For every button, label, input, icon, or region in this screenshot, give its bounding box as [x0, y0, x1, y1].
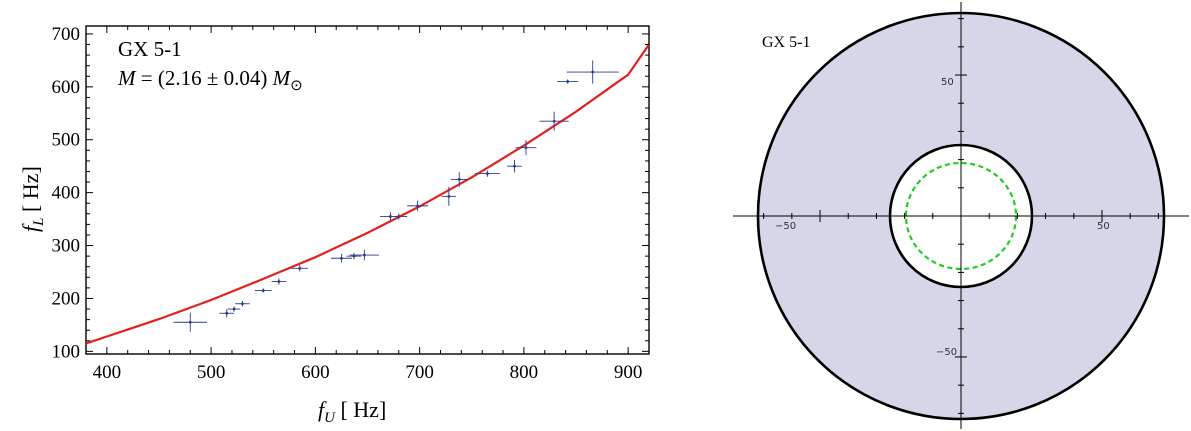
y-axis-label: fL [ Hz]	[18, 166, 47, 232]
data-point	[331, 254, 352, 263]
data-points	[173, 60, 619, 332]
data-point	[450, 172, 468, 187]
mass-value: = (2.16 ± 0.04)	[136, 66, 273, 90]
data-point	[441, 186, 457, 206]
left-chart: 400 500 600 700 800 900 100 200 300 400 500 600 700…	[18, 24, 650, 426]
data-point	[539, 111, 569, 131]
x-tick-label: 400	[93, 362, 122, 383]
y-tick-label: 700	[52, 24, 81, 45]
right-diagram: −50 50 50 −50 GX 5-1	[733, 2, 1189, 429]
y-tick-label: 300	[52, 236, 81, 257]
data-point	[566, 60, 619, 84]
y-axis-unit: [ Hz]	[18, 166, 43, 217]
data-point	[349, 249, 379, 261]
x-tick-label: 600	[301, 362, 330, 383]
data-point	[219, 309, 235, 318]
data-point	[227, 306, 241, 312]
y-tick-label: 400	[52, 183, 81, 204]
annotation-mass: M = (2.16 ± 0.04) M⊙	[117, 66, 303, 94]
annotation-source: GX 5-1	[118, 37, 182, 61]
y-tick-label-neg50: −50	[936, 347, 957, 358]
y-tick-label: 100	[52, 341, 81, 362]
y-tick-label: 500	[52, 130, 81, 151]
data-point	[557, 79, 579, 84]
data-point	[173, 312, 207, 332]
x-axis-label: fU [ Hz]	[318, 397, 386, 426]
data-point	[515, 140, 537, 156]
y-ticks: 100 200 300 400 500 600 700	[52, 24, 649, 362]
y-axis-var: f	[18, 223, 43, 232]
x-axis-sub: U	[324, 410, 336, 426]
y-tick-label-50: 50	[941, 77, 954, 88]
x-tick-label: 900	[614, 362, 643, 383]
diagram-ticks	[763, 18, 1159, 414]
x-ticks: 400 500 600 700 800 900	[85, 26, 643, 383]
mass-symbol: M	[117, 66, 137, 90]
data-point	[390, 213, 408, 220]
x-axis-var: f	[318, 397, 327, 422]
x-tick-label: 800	[510, 362, 539, 383]
y-tick-label: 600	[52, 77, 81, 98]
data-point	[507, 159, 522, 173]
x-tick-label-50: 50	[1097, 221, 1110, 232]
diagram-title: GX 5-1	[762, 34, 810, 51]
x-tick-label: 700	[405, 362, 434, 383]
plot-frame	[85, 25, 650, 355]
data-point	[474, 170, 500, 177]
mass-unit: M	[272, 66, 292, 90]
x-tick-label-neg50: −50	[775, 221, 796, 232]
mass-unit-sub: ⊙	[290, 78, 303, 94]
data-point	[235, 301, 250, 307]
data-point	[407, 200, 428, 212]
data-point	[291, 265, 309, 272]
x-tick-label: 500	[197, 362, 226, 383]
fit-curve	[85, 43, 650, 345]
x-axis-unit: [ Hz]	[335, 397, 386, 422]
data-point	[254, 288, 272, 293]
data-point	[271, 278, 287, 285]
y-tick-label: 200	[52, 288, 81, 309]
y-axis-sub: L	[31, 218, 47, 227]
